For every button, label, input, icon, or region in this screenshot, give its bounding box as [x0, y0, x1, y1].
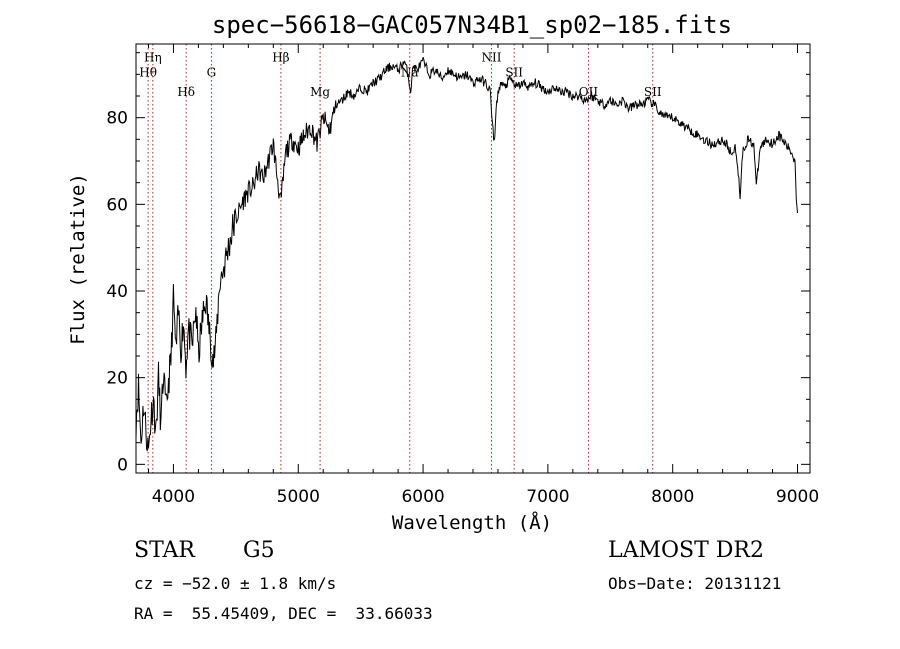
spectral-line-label: OII	[579, 85, 599, 99]
spectral-line-label: Hη	[144, 50, 162, 64]
x-tick-label: 4000	[152, 487, 195, 507]
spectral-line-label: SII	[505, 66, 523, 80]
spectrum-series	[135, 56, 798, 452]
y-tick-label: 60	[106, 195, 128, 215]
x-axis: 4000 5000 6000 7000 8000 9000	[147, 44, 819, 507]
spectral-line-label: NII	[481, 50, 501, 64]
spectral-line-label: SII	[644, 85, 662, 99]
plot-frame	[135, 43, 811, 474]
y-tick-label: 80	[106, 109, 128, 129]
spectrum-line	[135, 56, 798, 452]
spectral-subclass: G5	[243, 538, 275, 563]
x-tick-label: 7000	[526, 487, 569, 507]
x-tick-label: 5000	[277, 487, 320, 507]
observation-date: Obs−Date: 20131121	[608, 574, 782, 593]
chart-title: spec−56618−GAC057N34B1_sp02−185.fits	[212, 11, 732, 39]
spectral-line-label: Hθ	[139, 66, 157, 80]
spectral-line-label: Mg	[310, 85, 330, 99]
spectral-line-label: Hβ	[272, 50, 289, 64]
survey-name: LAMOST DR2	[608, 538, 764, 563]
spectral-line-label: G	[207, 66, 217, 80]
spectral-line-label: Na	[401, 66, 419, 80]
coordinates: RA = 55.45409, DEC = 33.66033	[134, 604, 433, 623]
object-class: STAR	[134, 538, 195, 563]
x-tick-label: 6000	[401, 487, 444, 507]
x-tick-label: 9000	[776, 487, 819, 507]
x-axis-label: Wavelength (Å)	[392, 511, 552, 534]
y-tick-label: 20	[106, 369, 128, 389]
spectral-line-markers: Hη Hθ Hδ G Hβ Mg Na NII SII OII SII	[139, 44, 662, 473]
y-tick-label: 40	[106, 282, 128, 302]
y-tick-label: 0	[117, 455, 128, 475]
redshift-velocity: cz = −52.0 ± 1.8 km/s	[134, 574, 337, 593]
y-axis: 0 20 40 60 80	[106, 52, 810, 475]
y-axis-label: Flux (relative)	[67, 173, 89, 345]
x-tick-label: 8000	[651, 487, 694, 507]
spectral-line-label: Hδ	[177, 85, 195, 99]
